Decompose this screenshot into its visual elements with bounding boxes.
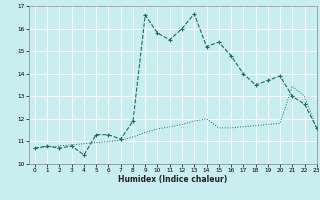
X-axis label: Humidex (Indice chaleur): Humidex (Indice chaleur)	[118, 175, 228, 184]
